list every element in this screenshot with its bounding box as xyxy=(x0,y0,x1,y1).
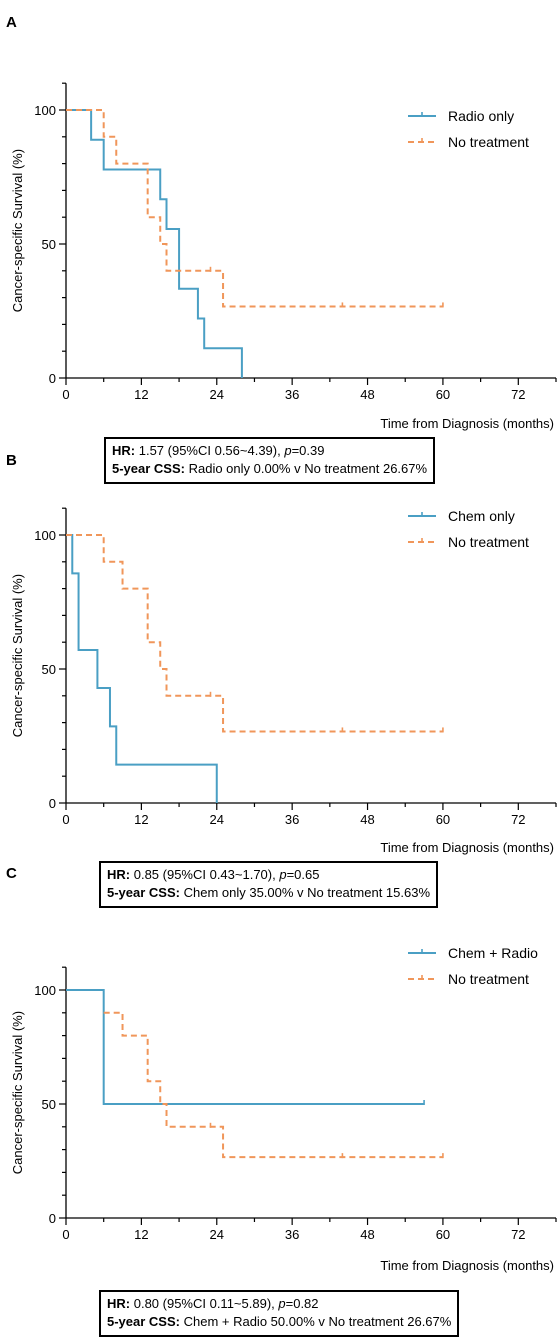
panel-a: A 0 50 100 0 12 24 36 48 60 72 Time from Diagnosis… xyxy=(0,0,560,494)
hr-value: 0.80 (95%CI 0.11~5.89), xyxy=(130,1296,279,1311)
hr-value: 0.85 (95%CI 0.43~1.70), xyxy=(130,867,280,882)
series-line-chem-radio xyxy=(66,989,425,1105)
legend-label: Chem only xyxy=(448,508,515,524)
y-tick-label: 100 xyxy=(34,528,56,543)
x-tick-label: 12 xyxy=(134,1227,148,1242)
panel-letter: A xyxy=(6,14,17,31)
x-tick-label: 24 xyxy=(210,812,224,827)
survival-chart-b: 0 50 100 0 12 24 36 48 60 72 Time from Diagnosis (… xyxy=(10,507,557,855)
legend-label: Radio only xyxy=(448,108,514,124)
hr-label: HR: xyxy=(107,867,131,882)
stats-box-c: HR: 0.80 (95%CI 0.11~5.89), p=0.82 5-yea… xyxy=(99,1290,460,1337)
y-axis-label: Cancer-specific Survival (%) xyxy=(10,149,25,312)
x-tick-label: 60 xyxy=(436,387,450,402)
css-value: Chem + Radio 50.00% v No treatment 26.67… xyxy=(179,1314,452,1329)
panel-b: B 0 50 100 0 12 24 36 48 60 72 Time from Diagnosis… xyxy=(0,440,560,908)
x-tick-label: 0 xyxy=(62,812,69,827)
series-line-no-treatment xyxy=(103,1011,443,1159)
series-line-no-treatment xyxy=(66,534,443,733)
x-axis-label: Time from Diagnosis (months) xyxy=(380,416,554,431)
y-tick-label: 0 xyxy=(49,796,56,811)
x-tick-label: 0 xyxy=(62,387,69,402)
x-axis-label: Time from Diagnosis (months) xyxy=(380,1258,554,1273)
css-label: 5-year CSS: xyxy=(112,461,185,476)
x-tick-label: 72 xyxy=(511,387,525,402)
x-tick-label: 72 xyxy=(511,812,525,827)
y-tick-label: 0 xyxy=(49,1211,56,1226)
y-axis-label: Cancer-specific Survival (%) xyxy=(10,1011,25,1174)
stats-box-a: HR: 1.57 (95%CI 0.56~4.39), p=0.39 5-yea… xyxy=(104,437,436,484)
series-line-no-treatment xyxy=(66,109,443,308)
panel-letter: B xyxy=(6,452,17,469)
y-tick-label: 50 xyxy=(42,662,56,677)
x-tick-label: 48 xyxy=(360,387,374,402)
x-axis-label: Time from Diagnosis (months) xyxy=(380,840,554,855)
survival-chart-a: 0 50 100 0 12 24 36 48 60 72 Time from Diagnosis (… xyxy=(10,82,557,431)
p-label: p xyxy=(279,867,287,882)
hr-label: HR: xyxy=(107,1296,131,1311)
legend-label: Chem + Radio xyxy=(448,945,538,961)
css-value: Chem only 35.00% v No treatment 15.63% xyxy=(179,885,431,900)
y-axis-label: Cancer-specific Survival (%) xyxy=(10,574,25,737)
x-tick-label: 24 xyxy=(210,387,224,402)
y-tick-label: 50 xyxy=(42,237,56,252)
x-tick-label: 0 xyxy=(62,1227,69,1242)
x-tick-label: 60 xyxy=(436,1227,450,1242)
x-tick-label: 48 xyxy=(360,812,374,827)
panel-c: C 0 50 100 0 12 24 36 48 60 72 Time from Diagnosis… xyxy=(0,865,560,1339)
x-tick-label: 60 xyxy=(436,812,450,827)
legend-label: No treatment xyxy=(448,134,529,150)
p-value: =0.65 xyxy=(286,867,320,882)
hr-label: HR: xyxy=(112,443,136,458)
x-tick-label: 36 xyxy=(285,1227,299,1242)
x-tick-label: 36 xyxy=(285,812,299,827)
series-line-radio-only xyxy=(66,109,243,378)
y-tick-label: 50 xyxy=(42,1097,56,1112)
y-tick-label: 0 xyxy=(49,371,56,386)
legend-label: No treatment xyxy=(448,971,529,987)
x-tick-label: 12 xyxy=(134,387,148,402)
legend-label: No treatment xyxy=(448,534,529,550)
css-label: 5-year CSS: xyxy=(107,1314,180,1329)
p-value: =0.82 xyxy=(285,1296,319,1311)
css-label: 5-year CSS: xyxy=(107,885,180,900)
p-value: =0.39 xyxy=(291,443,325,458)
x-tick-label: 72 xyxy=(511,1227,525,1242)
panel-letter: C xyxy=(6,865,17,882)
p-label: p xyxy=(278,1296,286,1311)
x-tick-label: 36 xyxy=(285,387,299,402)
x-tick-label: 48 xyxy=(360,1227,374,1242)
hr-value: 1.57 (95%CI 0.56~4.39), xyxy=(135,443,285,458)
survival-chart-c: 0 50 100 0 12 24 36 48 60 72 Time from Diagnosis (… xyxy=(10,945,557,1273)
x-tick-label: 24 xyxy=(210,1227,224,1242)
y-tick-label: 100 xyxy=(34,103,56,118)
series-line-chem-only xyxy=(66,534,218,803)
p-label: p xyxy=(284,443,292,458)
y-tick-label: 100 xyxy=(34,983,56,998)
stats-box-b: HR: 0.85 (95%CI 0.43~1.70), p=0.65 5-yea… xyxy=(99,861,439,908)
css-value: Radio only 0.00% v No treatment 26.67% xyxy=(184,461,428,476)
x-tick-label: 12 xyxy=(134,812,148,827)
